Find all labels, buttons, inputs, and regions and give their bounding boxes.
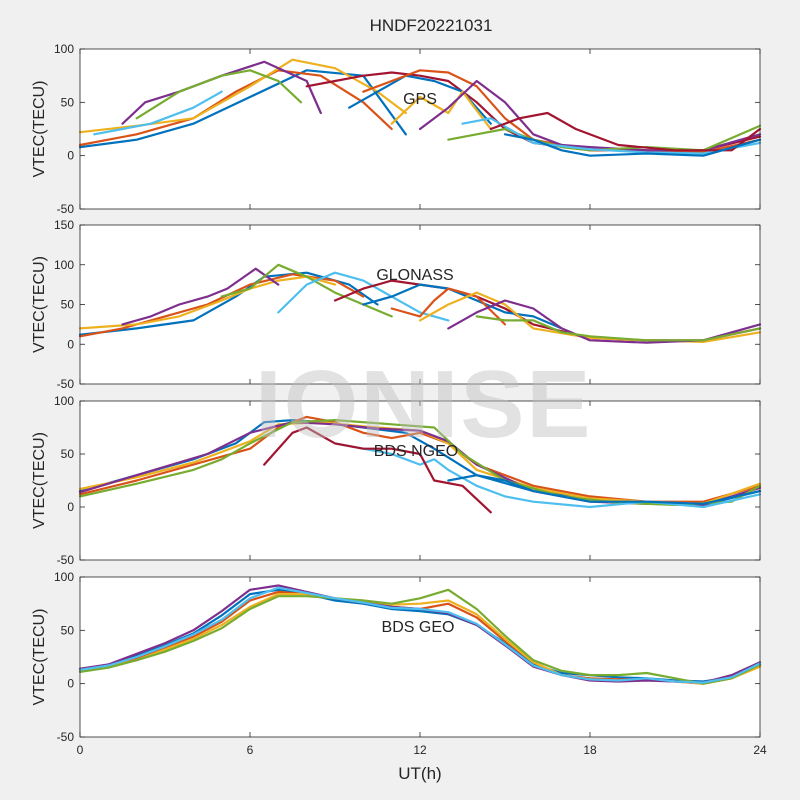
x-tick-label: 6 bbox=[247, 743, 254, 757]
panel-label: BDS GEO bbox=[382, 619, 455, 636]
y-tick-label: 150 bbox=[54, 218, 74, 232]
series-line bbox=[263, 426, 492, 514]
x-tick-label: 18 bbox=[583, 743, 597, 757]
y-tick-label: 100 bbox=[54, 258, 74, 272]
panel-1: -50 0 50 100 VTEC(TECU) GPS bbox=[31, 42, 762, 216]
series-line bbox=[362, 283, 563, 330]
series-line bbox=[93, 90, 223, 136]
y-axis-label: VTEC(TECU) bbox=[31, 256, 48, 353]
series-line bbox=[390, 90, 492, 131]
plot-area bbox=[80, 225, 760, 384]
y-tick-label: 100 bbox=[54, 42, 74, 56]
panel-2: -50 0 50 100 150 VTEC(TECU) GLONASS bbox=[31, 218, 762, 391]
series-line bbox=[78, 586, 762, 684]
series-line bbox=[461, 117, 762, 155]
plot-area bbox=[80, 401, 760, 560]
series-line bbox=[135, 69, 303, 120]
y-tick-label: 0 bbox=[67, 149, 74, 163]
series-line bbox=[121, 267, 280, 326]
panel-label: BDS NGEO bbox=[374, 443, 458, 460]
y-tick-label: 0 bbox=[67, 337, 74, 351]
y-axis-label: VTEC(TECU) bbox=[31, 609, 48, 706]
series-line bbox=[277, 271, 450, 322]
x-tick-label: 12 bbox=[413, 743, 427, 757]
series-line bbox=[78, 419, 762, 506]
y-tick-label: -50 bbox=[57, 553, 75, 567]
series-line bbox=[475, 315, 762, 342]
y-tick-label: -50 bbox=[57, 202, 75, 216]
chart-title: HNDF20221031 bbox=[370, 16, 493, 35]
y-tick-label: -50 bbox=[57, 377, 75, 391]
x-tick-label: 24 bbox=[753, 743, 767, 757]
panel-label: GLONASS bbox=[376, 267, 453, 284]
y-axis-label: VTEC(TECU) bbox=[31, 432, 48, 529]
y-tick-label: 50 bbox=[61, 623, 75, 637]
y-tick-label: 50 bbox=[61, 298, 75, 312]
y-tick-label: -50 bbox=[57, 730, 75, 744]
y-axis-label: VTEC(TECU) bbox=[31, 81, 48, 178]
series-line bbox=[447, 474, 762, 505]
y-tick-label: 50 bbox=[61, 95, 75, 109]
series-line bbox=[78, 271, 379, 336]
x-axis-label: UT(h) bbox=[398, 764, 441, 783]
y-tick-label: 100 bbox=[54, 570, 74, 584]
series-line bbox=[503, 133, 762, 157]
x-tick-label: 0 bbox=[77, 743, 84, 757]
panel-3: -50 0 50 100 VTEC(TECU) BDS NGEO bbox=[31, 394, 762, 567]
panel-label: GPS bbox=[403, 91, 437, 108]
series-line bbox=[78, 275, 337, 330]
series-line bbox=[78, 588, 762, 685]
series-line bbox=[390, 287, 507, 326]
y-tick-label: 100 bbox=[54, 394, 74, 408]
y-tick-label: 50 bbox=[61, 447, 75, 461]
y-tick-label: 0 bbox=[67, 500, 74, 514]
plot-area bbox=[80, 577, 760, 737]
y-tick-label: 0 bbox=[67, 677, 74, 691]
